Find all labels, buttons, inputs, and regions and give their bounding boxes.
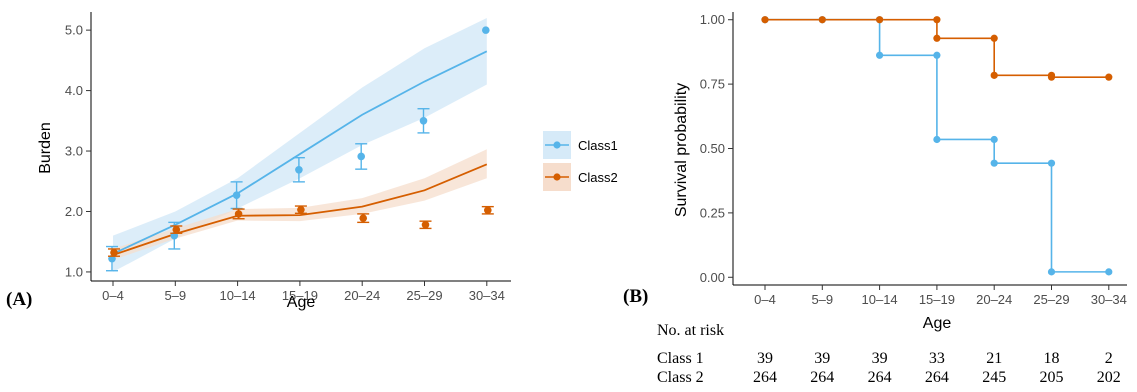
survival-point-class1 xyxy=(990,159,998,167)
survival-point-class1 xyxy=(933,135,941,144)
legend-label-class2: Class2 xyxy=(578,170,618,185)
risk-cell: 245 xyxy=(982,369,1006,386)
x-tick-label: 25–29 xyxy=(406,288,442,303)
confidence-bands xyxy=(113,18,487,272)
x-tick-label: 30–34 xyxy=(469,288,505,303)
y-ticks: 1.0 2.0 3.0 4.0 5.0 xyxy=(65,23,91,279)
risk-cell: 202 xyxy=(1097,369,1121,386)
survival-point-class2 xyxy=(1105,73,1113,81)
x-axis-title: Age xyxy=(287,294,316,311)
y-tick-label: 0.75 xyxy=(700,77,725,92)
y-tick-label: 0.00 xyxy=(700,270,725,285)
panel-label-a: (A) xyxy=(6,289,32,310)
point-class2 xyxy=(484,206,492,215)
y-tick-label: 1.0 xyxy=(65,264,83,279)
x-tick-label: 15–19 xyxy=(282,288,318,303)
y-tick-label: 0.50 xyxy=(700,141,725,156)
x-tick-label: 5–9 xyxy=(811,292,833,307)
x-ticks: 0–4 5–9 10–14 15–19 20–24 25–29 30–34 xyxy=(754,285,1127,307)
x-ticks: 0–4 5–9 10–14 15–19 20–24 25–29 30–34 xyxy=(102,281,505,303)
survival-point-class1 xyxy=(933,51,941,59)
legend-key-class1-point xyxy=(553,141,561,149)
survival-point-class2 xyxy=(990,34,998,42)
survival-point-class1 xyxy=(990,135,998,144)
risk-cell: 21 xyxy=(986,350,1002,367)
x-tick-label: 20–24 xyxy=(344,288,380,303)
risk-cell: 2 xyxy=(1105,350,1113,367)
survival-point-class1 xyxy=(876,51,884,59)
y-tick-label: 4.0 xyxy=(65,83,83,98)
point-class1 xyxy=(295,165,303,174)
survival-point-class1 xyxy=(1047,268,1056,276)
y-tick-label: 5.0 xyxy=(65,23,83,38)
y-axis-title: Survival probability xyxy=(673,83,690,217)
risk-cell: 264 xyxy=(753,369,777,386)
point-class2 xyxy=(359,214,368,222)
y-axis-title: Burden xyxy=(37,122,54,174)
survival-point-class2 xyxy=(818,16,826,24)
point-class2 xyxy=(234,210,243,218)
point-class2 xyxy=(297,205,305,214)
x-tick-label: 10–14 xyxy=(862,292,898,307)
risk-cell: 264 xyxy=(868,369,892,386)
survival-point-class1 xyxy=(1105,268,1113,276)
point-class2 xyxy=(110,248,118,257)
x-tick-label: 30–34 xyxy=(1091,292,1127,307)
x-tick-label: 5–9 xyxy=(164,288,186,303)
point-class1 xyxy=(419,117,428,125)
point-class2 xyxy=(421,220,430,229)
panel-label-b: (B) xyxy=(623,286,648,307)
survival-points xyxy=(761,16,1113,276)
risk-cell: 39 xyxy=(872,350,888,367)
fit-line-class1 xyxy=(112,50,488,255)
risk-cell: 18 xyxy=(1044,350,1060,367)
risk-cell: 39 xyxy=(814,350,830,367)
y-tick-label: 1.00 xyxy=(700,12,725,27)
legend: Class1 Class2 xyxy=(543,131,618,191)
y-tick-label: 0.25 xyxy=(700,205,725,220)
y-tick-label: 3.0 xyxy=(65,144,83,159)
point-class1 xyxy=(232,191,241,199)
risk-cell: 39 xyxy=(757,350,773,367)
risk-cell: 264 xyxy=(810,369,834,386)
observed-points xyxy=(106,26,494,272)
survival-point-class2 xyxy=(1047,73,1056,81)
risk-table: No. at risk Class 1 Class 2 39 39 39 33 21 18… xyxy=(657,322,1121,386)
panel-a: 1.0 2.0 3.0 4.0 5.0 0–4 5–9 10–14 15–19 20–24 25–… xyxy=(6,12,511,311)
x-tick-label: 15–19 xyxy=(919,292,955,307)
x-tick-label: 0–4 xyxy=(754,292,776,307)
y-tick-label: 2.0 xyxy=(65,204,83,219)
x-tick-label: 10–14 xyxy=(220,288,256,303)
survival-point-class2 xyxy=(933,16,941,24)
x-tick-label: 0–4 xyxy=(102,288,124,303)
point-class1 xyxy=(357,152,366,161)
panel-b: 0.00 0.25 0.50 0.75 1.00 0–4 5–9 10–14 15–19 20–… xyxy=(623,12,1127,332)
risk-cell: 264 xyxy=(925,369,949,386)
x-tick-label: 20–24 xyxy=(976,292,1012,307)
risk-cells: 39 39 39 33 21 18 2 264 264 264 264 245 205 202 xyxy=(753,350,1121,386)
risk-row-label-class1: Class 1 xyxy=(657,350,704,367)
risk-cell: 33 xyxy=(929,350,945,367)
survival-point-class2 xyxy=(761,16,769,24)
survival-point-class2 xyxy=(933,34,941,42)
survival-point-class1 xyxy=(1047,159,1056,167)
risk-cell: 205 xyxy=(1040,369,1064,386)
risk-table-title: No. at risk xyxy=(657,322,724,339)
point-class1 xyxy=(482,26,490,34)
y-ticks: 0.00 0.25 0.50 0.75 1.00 xyxy=(700,12,733,285)
risk-row-label-class2: Class 2 xyxy=(657,369,704,386)
x-tick-label: 25–29 xyxy=(1033,292,1069,307)
x-axis-title: Age xyxy=(923,315,952,332)
survival-point-class2 xyxy=(876,16,884,24)
legend-label-class1: Class1 xyxy=(578,138,618,153)
point-class2 xyxy=(172,225,181,234)
legend-key-class2-point xyxy=(553,173,561,181)
survival-point-class2 xyxy=(990,71,998,79)
